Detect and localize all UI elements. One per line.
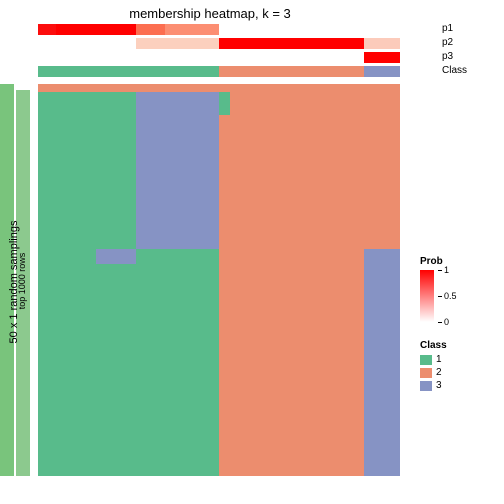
legend-label: 2 — [436, 367, 442, 378]
heat-block — [219, 92, 230, 116]
track-class — [38, 66, 400, 77]
track-seg — [165, 24, 219, 35]
track-seg — [56, 24, 136, 35]
track-seg — [364, 66, 400, 77]
heat-block — [230, 92, 400, 116]
track-seg — [219, 38, 364, 49]
track-p1 — [38, 24, 400, 35]
track-seg — [38, 38, 136, 49]
legend-item: 2 — [420, 367, 447, 378]
prob-colorbar: 10.50 — [420, 270, 434, 322]
prob-tick: 0 — [438, 317, 449, 327]
legend-item: 3 — [420, 380, 447, 391]
track-seg — [136, 24, 165, 35]
heat-block — [38, 84, 400, 92]
track-p2 — [38, 38, 400, 49]
inner-rows-label: top 1000 rows — [17, 211, 27, 351]
heat-block — [364, 249, 400, 476]
track-seg — [219, 66, 364, 77]
main-heatmap — [38, 84, 400, 476]
legend-item: 1 — [420, 354, 447, 365]
track-label: p3 — [442, 51, 453, 62]
class-legend-title: Class — [420, 340, 447, 351]
track-seg — [136, 38, 219, 49]
legend-label: 1 — [436, 354, 442, 365]
track-seg — [38, 52, 364, 63]
prob-tick: 1 — [438, 265, 449, 275]
track-seg — [364, 38, 400, 49]
track-seg — [38, 66, 219, 77]
plot-area: 50 x 1 random samplings top 1000 rows p1… — [0, 24, 504, 504]
track-seg — [38, 24, 56, 35]
prob-tick: 0.5 — [438, 291, 457, 301]
legend-swatch — [420, 381, 432, 391]
chart-title: membership heatmap, k = 3 — [0, 6, 420, 21]
track-p3 — [38, 52, 400, 63]
track-label: p2 — [442, 37, 453, 48]
class-legend: Class 1 2 3 — [420, 340, 447, 393]
track-label: p1 — [442, 23, 453, 34]
prob-legend: Prob 10.50 — [420, 256, 443, 324]
heat-block — [219, 249, 364, 476]
legend-swatch — [420, 368, 432, 378]
track-seg — [364, 52, 400, 63]
legend-label: 3 — [436, 380, 442, 391]
legend-swatch — [420, 355, 432, 365]
track-label: Class — [442, 65, 467, 76]
heat-block — [136, 92, 219, 249]
heat-block — [38, 92, 136, 476]
track-seg — [219, 24, 400, 35]
heat-block — [136, 249, 219, 476]
heat-block — [96, 249, 136, 265]
heat-block — [219, 115, 400, 248]
